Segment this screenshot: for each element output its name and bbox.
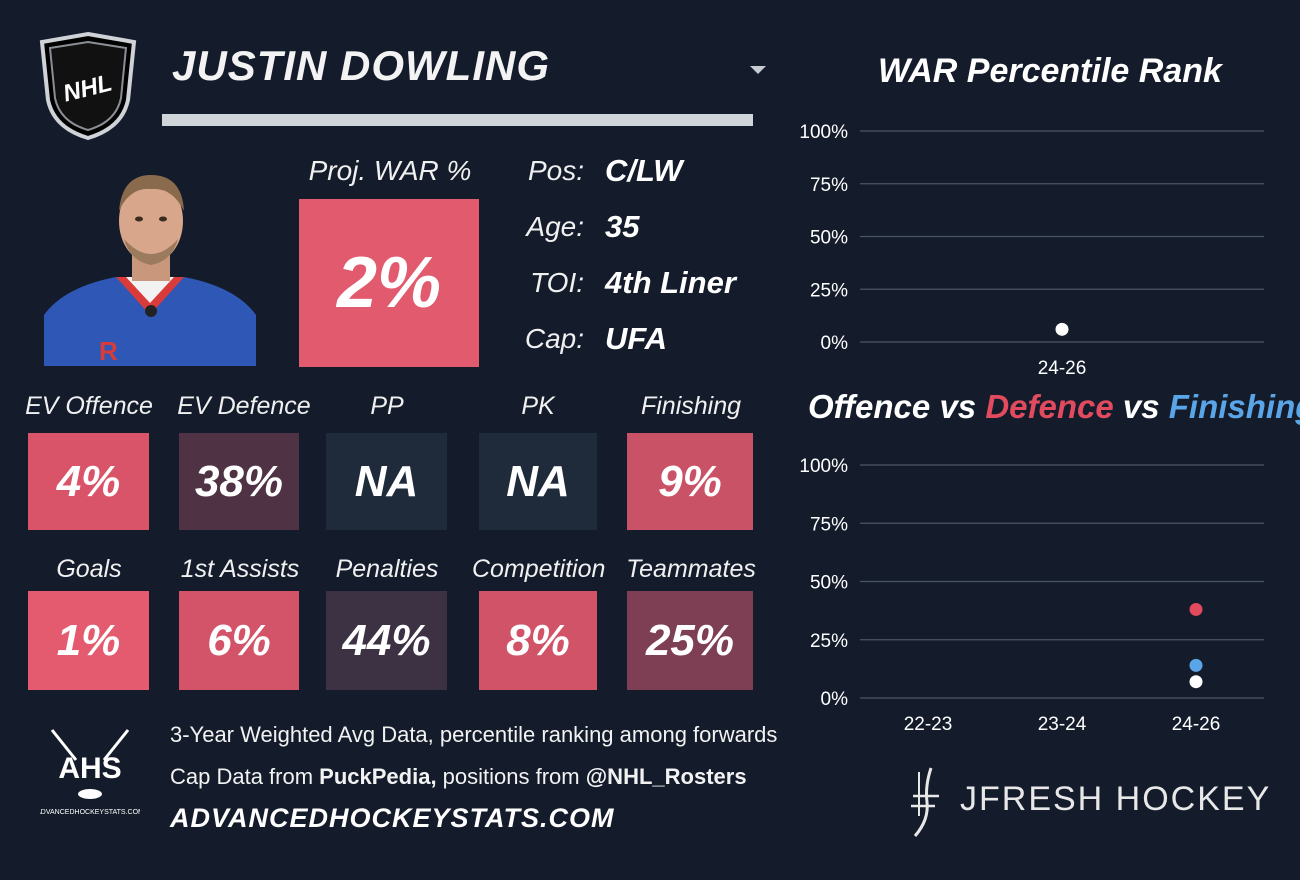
teammates-tile: 25% [627, 591, 753, 690]
pos-value: C/LW [605, 153, 683, 188]
offence-defence-finishing-chart: 0% 25% 50% 75% 100% 22-23 23-24 24-26 [799, 456, 1264, 735]
pk-label: PK [521, 392, 555, 420]
point-defence [1189, 602, 1203, 616]
point-offence [1189, 675, 1203, 689]
title-defence: Defence [985, 388, 1114, 425]
competition-tile: 8% [479, 591, 597, 690]
title-vs-2: vs [1113, 388, 1169, 425]
penalties-tile: 44% [326, 591, 447, 690]
x-tick-label: 24-26 [1038, 358, 1087, 379]
finishing-label: Finishing [640, 392, 742, 420]
toi-value: 4th Liner [605, 265, 736, 300]
footer-line2: Cap Data from PuckPedia, positions from … [170, 764, 747, 790]
y-tick-label: 75% [810, 175, 848, 196]
title-offence: Offence [808, 388, 931, 425]
nhl-rosters-link[interactable]: @NHL_Rosters [585, 764, 747, 789]
footer-line1: 3-Year Weighted Avg Data, percentile ran… [170, 722, 778, 747]
goals-label: Goals [56, 555, 122, 583]
ahs-logo-text: AHS [58, 752, 121, 785]
puckpedia-link[interactable]: PuckPedia, [319, 764, 437, 789]
war-percentile-chart: 0% 25% 50% 75% 100% 24-26 [799, 122, 1264, 379]
chevron-down-icon[interactable] [750, 66, 766, 74]
competition-label: Competition [472, 555, 606, 583]
age-label: Age: [526, 211, 584, 242]
offence-defence-finishing-title: Offence vs Defence vs Finishing [808, 388, 1300, 426]
first-assists-tile: 6% [179, 591, 299, 690]
pp-tile: NA [326, 433, 447, 530]
toi-label: TOI: [530, 267, 584, 298]
site-link[interactable]: ADVANCEDHOCKEYSTATS.COM [170, 803, 615, 833]
footer-line2-mid: positions from [436, 764, 586, 789]
title-finishing: Finishing [1168, 388, 1300, 425]
y-tick-label: 75% [810, 514, 848, 535]
proj-war-label: Proj. WAR % [308, 155, 472, 186]
nhl-logo: NHL [39, 31, 137, 141]
finishing-tile: 9% [627, 433, 753, 530]
y-tick-label: 25% [810, 631, 848, 652]
pp-label: PP [370, 392, 404, 420]
y-tick-label: 50% [810, 228, 848, 249]
title-vs-1: vs [930, 388, 986, 425]
ev-defence-label: EV Defence [177, 392, 311, 420]
ev-offence-label: EV Offence [25, 392, 153, 420]
jfresh-logo-icon [911, 767, 939, 837]
pk-tile: NA [479, 433, 597, 530]
y-tick-label: 50% [810, 573, 848, 594]
player-photo: R [44, 175, 256, 366]
y-tick-label: 0% [821, 689, 849, 710]
ev-defence-tile: 38% [179, 433, 299, 530]
cap-label: Cap: [524, 323, 584, 354]
first-assists-label: 1st Assists [180, 555, 300, 583]
y-tick-label: 0% [821, 333, 849, 354]
y-tick-label: 100% [799, 122, 848, 143]
y-tick-label: 100% [799, 456, 848, 477]
point-finishing [1189, 658, 1203, 672]
footer-line2-prefix: Cap Data from [170, 764, 320, 789]
ahs-logo-subtext: ADVANCEDHOCKEYSTATS.COM [40, 809, 140, 816]
pos-label: Pos: [527, 155, 584, 186]
penalties-label: Penalties [335, 555, 439, 583]
teammates-label: Teammates [626, 555, 756, 583]
war-chart-title: WAR Percentile Rank [878, 52, 1222, 90]
proj-war-value: 2% [299, 199, 479, 367]
cap-value: UFA [605, 321, 667, 356]
name-underline [162, 114, 753, 126]
y-tick-label: 25% [810, 280, 848, 301]
point-war [1055, 322, 1069, 336]
goals-tile: 1% [28, 591, 149, 690]
x-tick-label: 24-26 [1172, 714, 1221, 735]
x-tick-label: 22-23 [904, 714, 953, 735]
ev-offence-tile: 4% [28, 433, 149, 530]
player-name: JUSTIN DOWLING [172, 42, 550, 89]
svg-text:R: R [99, 336, 118, 366]
jfresh-brand: JFRESH HOCKEY [960, 780, 1272, 818]
x-tick-label: 23-24 [1038, 714, 1087, 735]
age-value: 35 [605, 209, 640, 244]
ahs-logo: AHS ADVANCEDHOCKEYSTATS.COM [40, 729, 140, 816]
